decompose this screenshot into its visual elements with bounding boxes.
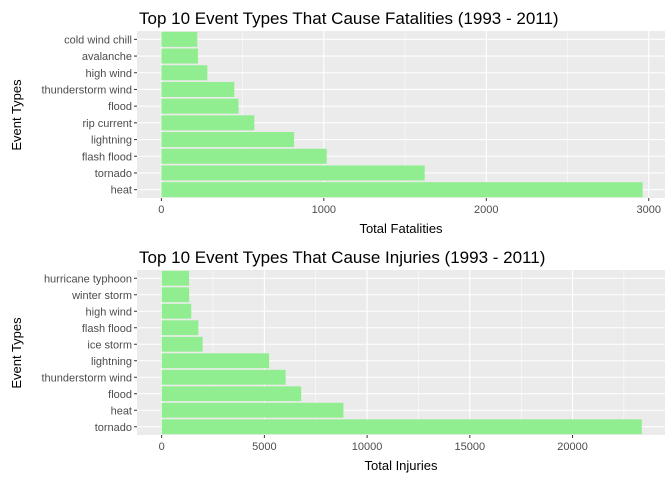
injuries-x-tick-label: 15000	[455, 441, 486, 453]
injuries-y-tick-label: winter storm	[71, 290, 132, 302]
fatalities-bar	[161, 148, 327, 164]
injuries-chart: hurricane typhoon winter storm high wind fl…	[9, 248, 665, 473]
fatalities-x-tick-label: 3000	[637, 204, 661, 216]
injuries-x-tick-label: 5000	[252, 441, 276, 453]
injuries-bar	[161, 287, 190, 303]
fatalities-chart-title: Top 10 Event Types That Cause Fatalities…	[139, 9, 559, 28]
injuries-bar	[161, 402, 344, 418]
fatalities-x-tick-label: 0	[158, 204, 164, 216]
fatalities-y-axis-title: Event Types	[9, 79, 24, 151]
fatalities-plot-area: cold wind chill avalanche high wind thunder…	[42, 31, 665, 216]
fatalities-x-tick-label: 1000	[312, 204, 336, 216]
injuries-bar	[161, 419, 642, 435]
fatalities-bar	[161, 115, 255, 131]
fatalities-y-tick-label: high wind	[86, 68, 132, 80]
fatalities-bar	[161, 165, 425, 181]
fatalities-bar	[161, 48, 198, 64]
injuries-bar	[161, 386, 302, 402]
injuries-bar	[161, 303, 192, 319]
fatalities-y-tick-label: rip current	[82, 118, 132, 130]
fatalities-y-tick-label: flash flood	[82, 151, 132, 163]
injuries-y-tick-label: flood	[108, 389, 132, 401]
fatalities-bar	[161, 132, 295, 148]
fatalities-y-tick-label: flood	[108, 101, 132, 113]
injuries-y-axis-title: Event Types	[9, 317, 24, 389]
injuries-bar	[161, 353, 270, 369]
injuries-bar	[161, 270, 190, 286]
fatalities-bar	[161, 182, 643, 198]
injuries-plot-area: hurricane typhoon winter storm high wind fl…	[42, 270, 665, 453]
fatalities-y-tick-label: tornado	[95, 168, 132, 180]
injuries-y-tick-label: thunderstorm wind	[42, 372, 133, 384]
fatalities-y-tick-label: lightning	[91, 135, 132, 147]
fatalities-x-axis-title: Total Fatalities	[359, 221, 443, 236]
fatalities-bar	[161, 65, 208, 81]
injuries-bar	[161, 320, 199, 336]
injuries-y-tick-label: hurricane typhoon	[44, 273, 132, 285]
fatalities-chart: cold wind chill avalanche high wind thunder…	[9, 9, 665, 236]
injuries-x-axis-title: Total Injuries	[365, 458, 438, 473]
injuries-y-tick-label: heat	[111, 405, 132, 417]
fatalities-bar	[161, 98, 239, 114]
fatalities-y-tick-label: avalanche	[82, 51, 132, 63]
fatalities-x-tick-label: 2000	[474, 204, 498, 216]
fatalities-bar	[161, 31, 198, 47]
injuries-y-tick-label: flash flood	[82, 323, 132, 335]
fatalities-y-tick-label: cold wind chill	[64, 34, 132, 46]
injuries-x-tick-label: 10000	[352, 441, 383, 453]
injuries-chart-title: Top 10 Event Types That Cause Injuries (…	[139, 248, 545, 267]
injuries-y-tick-label: tornado	[95, 422, 132, 434]
injuries-y-tick-label: high wind	[86, 306, 132, 318]
fatalities-bar	[161, 81, 235, 97]
injuries-x-tick-label: 20000	[557, 441, 588, 453]
injuries-bar	[161, 336, 203, 352]
injuries-x-tick-label: 0	[159, 441, 165, 453]
injuries-bar	[161, 369, 286, 385]
fatalities-y-tick-label: heat	[111, 185, 132, 197]
fatalities-y-tick-label: thunderstorm wind	[42, 84, 133, 96]
injuries-y-tick-label: lightning	[91, 356, 132, 368]
injuries-y-tick-label: ice storm	[87, 339, 132, 351]
